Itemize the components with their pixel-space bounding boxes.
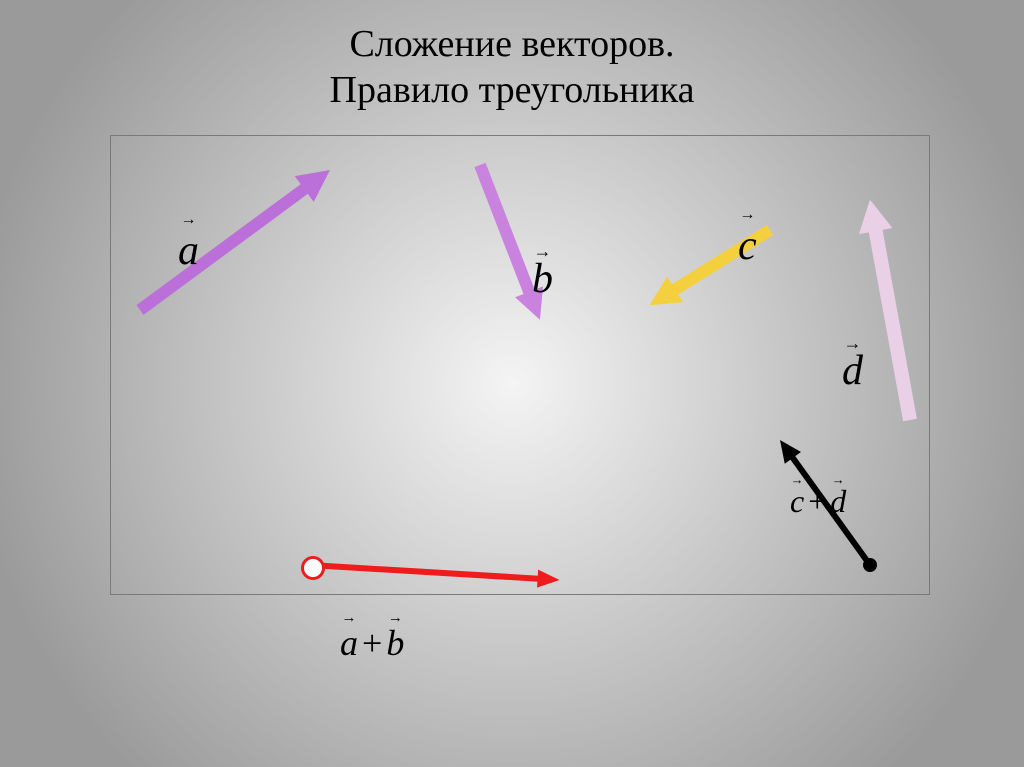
title-line-1: Сложение векторов.	[0, 22, 1024, 66]
label-a: →a	[178, 230, 199, 272]
label-c-text: c	[738, 223, 757, 269]
vector-ab_sum-head	[537, 570, 560, 589]
label-cd: →c+→d	[790, 485, 846, 517]
diagram-frame	[110, 135, 930, 595]
label-d-overarrow: →	[842, 334, 863, 352]
label-c: →c	[738, 225, 757, 267]
label-a-overarrow: →	[178, 212, 199, 228]
label-ab: →a+→b	[340, 625, 404, 661]
diagram-stage: Сложение векторов.Правило треугольника→a…	[0, 0, 1024, 767]
label-d-text: d	[842, 348, 863, 394]
label-d: →d	[842, 350, 863, 392]
point-ab_origin	[301, 556, 325, 580]
label-b-text: b	[532, 256, 553, 302]
title-line-2: Правило треугольника	[0, 68, 1024, 112]
label-a-text: a	[178, 228, 199, 274]
vector-d-head	[853, 197, 892, 235]
label-b-overarrow: →	[532, 242, 553, 260]
label-b: →b	[532, 258, 553, 300]
point-cd_origin	[863, 558, 877, 572]
label-c-overarrow: →	[738, 207, 757, 223]
